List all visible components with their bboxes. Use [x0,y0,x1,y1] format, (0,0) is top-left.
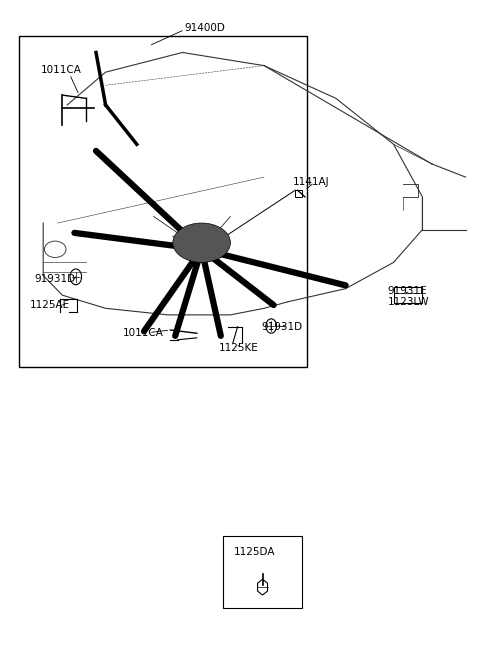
Text: 1125AE: 1125AE [30,300,70,310]
Text: 1125DA: 1125DA [234,547,275,558]
Text: 91400D: 91400D [185,23,226,33]
Text: 1011CA: 1011CA [41,65,82,75]
Bar [19,36,307,367]
Text: 1125KE: 1125KE [219,343,259,354]
Bar [223,536,302,608]
Text: 91931D: 91931D [35,274,76,284]
Text: 91931D: 91931D [262,321,303,332]
Bar [295,190,302,197]
Text: 91931E: 91931E [388,285,428,296]
Ellipse shape [173,223,230,262]
Bar [394,287,422,303]
Text: 1123LW: 1123LW [388,297,429,307]
Text: 1011CA: 1011CA [122,327,163,338]
Text: 1141AJ: 1141AJ [293,177,329,188]
